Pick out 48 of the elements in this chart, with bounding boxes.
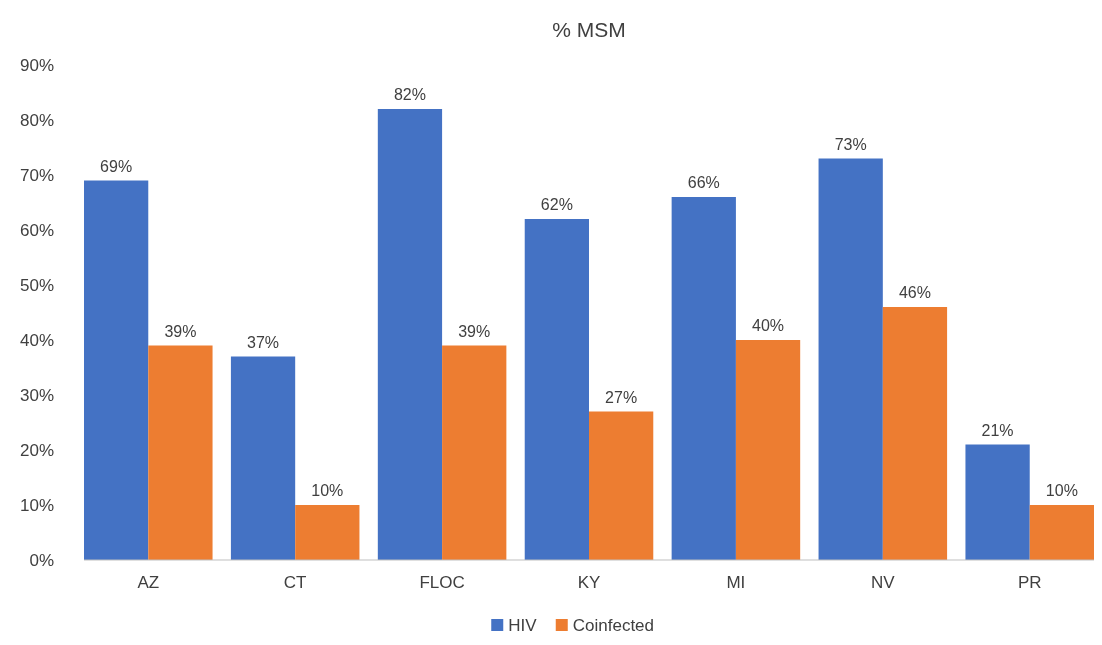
x-tick-label: AZ — [137, 573, 160, 592]
bar — [148, 345, 213, 560]
data-label: 10% — [1045, 482, 1078, 499]
bar — [1029, 505, 1094, 560]
bar — [442, 345, 507, 560]
data-label: 62% — [540, 196, 573, 213]
y-tick-label: 10% — [19, 495, 54, 515]
y-tick-label: 0% — [29, 550, 54, 570]
x-tick-label: MI — [726, 573, 746, 592]
data-label: 69% — [100, 157, 133, 175]
data-label: 82% — [393, 86, 426, 103]
data-label: 46% — [898, 284, 931, 301]
x-tick-label: CT — [283, 573, 307, 592]
y-tick-label: 40% — [19, 330, 54, 350]
data-label: 10% — [311, 482, 344, 499]
legend-label: HIV — [508, 615, 538, 635]
bar — [882, 307, 948, 560]
data-label: 40% — [752, 317, 785, 334]
bar — [230, 356, 296, 560]
data-label: 37% — [247, 333, 280, 351]
data-label: 39% — [458, 322, 491, 340]
y-tick-label: 70% — [19, 165, 54, 185]
bar — [818, 158, 883, 560]
bar — [84, 180, 149, 560]
y-tick-label: 50% — [19, 275, 54, 295]
legend-label: Coinfected — [572, 615, 655, 635]
bar — [965, 444, 1030, 560]
bar — [524, 219, 589, 560]
y-tick-label: 80% — [19, 110, 54, 130]
data-label: 73% — [834, 135, 867, 153]
y-tick-label: 60% — [19, 220, 54, 240]
x-tick-label: FLOC — [419, 573, 465, 592]
bar — [671, 197, 736, 560]
data-label: 27% — [605, 388, 638, 406]
x-tick-label: PR — [1017, 573, 1042, 592]
bar — [589, 411, 654, 560]
x-tick-label: KY — [577, 573, 601, 592]
data-label: 39% — [164, 322, 197, 340]
data-label: 21% — [981, 421, 1014, 439]
y-tick-label: 30% — [19, 385, 54, 405]
chart-title: % MSM — [552, 18, 626, 41]
y-tick-label: 90% — [19, 55, 54, 75]
x-tick-label: NV — [871, 573, 896, 592]
y-tick-label: 20% — [19, 440, 54, 460]
bar — [295, 505, 360, 560]
data-label: 66% — [687, 174, 720, 191]
bar — [735, 340, 801, 560]
bar — [377, 109, 443, 560]
